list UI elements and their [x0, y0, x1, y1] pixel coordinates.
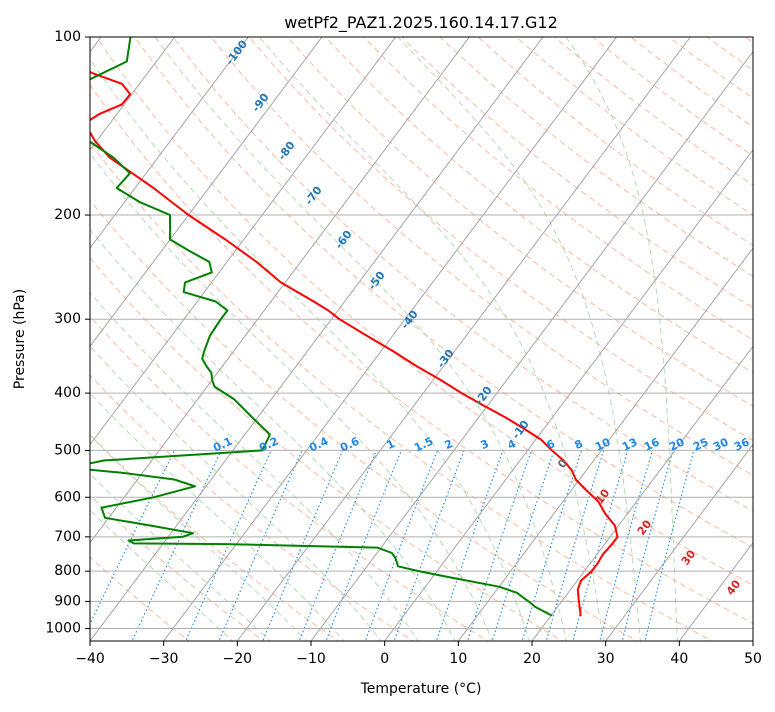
- line-labels: -100-90-80-70-60-50-40-30-20-10010203040…: [211, 38, 752, 598]
- y-tick-label: 200: [54, 207, 81, 223]
- series-layer: [42, 37, 617, 615]
- y-tick-label: 800: [54, 563, 81, 579]
- mixing-ratio-label: 0.4: [307, 434, 330, 454]
- isotherm-label: 10: [593, 486, 613, 506]
- mixing-ratio-label: 0.6: [338, 434, 361, 454]
- dry-adiabat: [427, 24, 775, 644]
- isotherm-label: 20: [635, 517, 655, 537]
- x-tick-label: 0: [380, 651, 389, 667]
- dry-adiabat: [0, 24, 267, 644]
- x-tick-label: −10: [296, 651, 326, 667]
- dry-adiabat: [690, 24, 775, 644]
- plot-frame: [90, 37, 753, 641]
- dry-adiabat: [539, 24, 775, 644]
- dry-adiabat: [351, 24, 775, 644]
- moist-adiabat: [0, 37, 383, 643]
- dry-adiabat: [0, 24, 342, 644]
- chart-title: wetPf2_PAZ1.2025.160.14.17.G12: [284, 13, 558, 33]
- mixing-ratio-label: 6: [545, 437, 558, 452]
- x-tick-label: 30: [597, 651, 615, 667]
- x-tick-label: −20: [223, 651, 253, 667]
- isotherm-line: [383, 24, 775, 644]
- dry-adiabat: [276, 24, 775, 644]
- y-axis-label: Pressure (hPa): [12, 289, 28, 389]
- mixing-ratio-label: 25: [691, 435, 710, 453]
- isotherm-label: -70: [302, 184, 325, 208]
- moist-adiabat: [155, 37, 567, 643]
- x-axis-label: Temperature (°C): [360, 681, 482, 697]
- isotherm-line: [0, 24, 332, 644]
- dry-adiabat: [0, 24, 566, 644]
- isotherm-label: -20: [472, 384, 495, 408]
- isotherm-line: [678, 24, 775, 644]
- mixing-ratio-line: [218, 450, 302, 643]
- mixing-ratio-label: 3: [479, 437, 491, 452]
- dry-adiabat: [765, 24, 775, 644]
- x-tick-label: 50: [744, 651, 762, 667]
- isotherm-label: -80: [275, 139, 298, 163]
- mixing-ratio-label: 8: [573, 437, 585, 452]
- dry-adiabat: [126, 24, 775, 644]
- mixing-ratio-line: [393, 450, 464, 643]
- isotherm-line: [0, 24, 406, 644]
- isotherm-line: [751, 24, 775, 644]
- dry-adiabat: [502, 24, 775, 644]
- x-tick-label: −30: [149, 651, 179, 667]
- dry-adiabat: [652, 24, 775, 644]
- dry-adiabat: [727, 24, 775, 644]
- dewpoint-profile: [58, 37, 552, 615]
- y-tick-label: 300: [54, 311, 81, 327]
- isotherm-line: [0, 24, 258, 644]
- isotherm-line: [309, 24, 774, 644]
- dry-adiabat: [0, 24, 492, 644]
- isotherm-line: [236, 24, 701, 644]
- mixing-ratio-label: 13: [620, 435, 639, 453]
- moist-adiabat: [0, 37, 309, 643]
- x-tick-label: −40: [75, 651, 105, 667]
- temperature-profile: [42, 37, 617, 615]
- mixing-ratio-label: 0.2: [257, 435, 280, 455]
- mixing-ratio-line: [546, 450, 604, 643]
- y-tick-label: 700: [54, 529, 81, 545]
- dry-adiabat: [88, 24, 775, 644]
- y-tick-label: 500: [54, 442, 81, 458]
- dry-adiabat: [0, 24, 417, 644]
- moist-adiabat: [259, 37, 604, 643]
- moist-adiabat: [13, 37, 493, 643]
- moist-adiabat: [0, 37, 420, 643]
- moist-adiabat: [76, 37, 531, 643]
- mixing-ratio-line: [492, 450, 555, 643]
- x-tick-label: 40: [670, 651, 688, 667]
- mixing-ratio-label: 1.5: [412, 435, 435, 455]
- isotherm-label: -90: [249, 91, 272, 115]
- dry-adiabat: [464, 24, 775, 644]
- y-tick-label: 900: [54, 593, 81, 609]
- isotherm-label: -100: [223, 38, 250, 68]
- mixing-ratio-line: [645, 450, 694, 643]
- y-tick-label: 1000: [45, 620, 81, 636]
- moist-adiabat: [0, 37, 236, 643]
- dry-adiabat: [238, 24, 775, 644]
- y-tick-label: 100: [54, 29, 81, 45]
- x-tick-label: 10: [449, 651, 467, 667]
- isotherm-line: [15, 24, 480, 644]
- x-tick-label: 20: [523, 651, 541, 667]
- y-tick-label: 600: [54, 489, 81, 505]
- isotherm-line: [88, 24, 553, 644]
- dry-adiabat: [615, 24, 775, 644]
- isotherm-line: [162, 24, 627, 644]
- isotherm-label: 40: [724, 577, 744, 597]
- y-tick-label: 400: [54, 385, 81, 401]
- isotherm-label: 30: [679, 547, 699, 567]
- moist-adiabat: [0, 37, 272, 643]
- mixing-ratio-line: [622, 450, 673, 643]
- mixing-ratio-label: 1: [385, 437, 397, 452]
